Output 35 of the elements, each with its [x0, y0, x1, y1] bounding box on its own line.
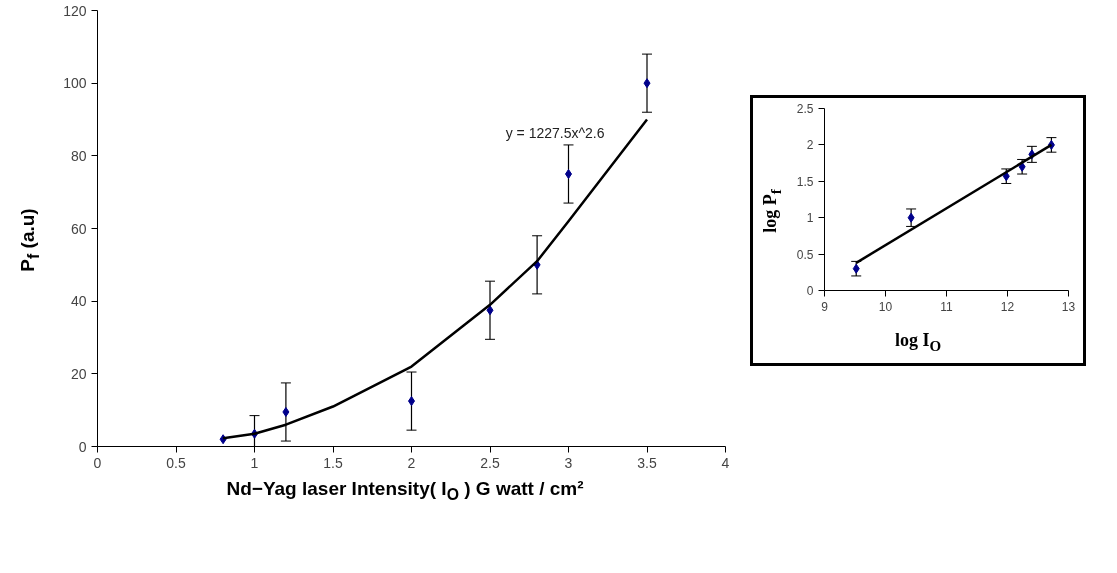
x-tick-label: 13: [1061, 299, 1076, 314]
x-tick-label: 2.5: [480, 454, 500, 471]
y-tick-label: 0.5: [796, 247, 814, 262]
x-tick-label: 4: [721, 454, 730, 471]
x-tick-label: 10: [878, 299, 893, 314]
x-tick-label: 3: [564, 454, 573, 471]
x-tick-label: 3.5: [637, 454, 657, 471]
y-tick-label: 60: [70, 220, 87, 237]
point: [907, 212, 915, 223]
y-tick-label: 80: [70, 147, 87, 164]
y-tick-label: 120: [63, 2, 87, 19]
x-tick-label: 1.5: [323, 454, 343, 471]
x-tick-label: 2: [407, 454, 416, 471]
y-tick-label: 100: [63, 75, 87, 92]
x-tick-label: 9: [821, 299, 829, 314]
y-tick-label: 40: [70, 293, 87, 310]
x-tick-label: 12: [1000, 299, 1015, 314]
y-tick-label: 0: [806, 284, 814, 298]
y-tick-label: 0: [78, 438, 87, 455]
y-tick-label: 1: [806, 211, 814, 226]
y-tick-label: 2: [806, 138, 814, 153]
x-axis-title: log I$_{O}$: [893, 329, 943, 356]
x-axis-title: Nd−Yag laser Intensity( I$_{O}$ ) G watt / cm²: [225, 477, 585, 505]
y-tick-label: 2.5: [796, 102, 814, 116]
point: [643, 78, 651, 89]
x-tick-label: 0.5: [166, 454, 186, 471]
point: [565, 169, 572, 179]
x-tick-label: 1: [250, 454, 259, 471]
y-tick-label: 1.5: [796, 174, 814, 189]
x-tick-label: 0: [93, 454, 102, 471]
point: [486, 305, 494, 316]
y-tick-label: 20: [70, 365, 87, 382]
annotation: y = 1227.5x^2.6: [505, 125, 605, 142]
x-tick-label: 11: [940, 299, 954, 314]
point: [282, 406, 290, 417]
